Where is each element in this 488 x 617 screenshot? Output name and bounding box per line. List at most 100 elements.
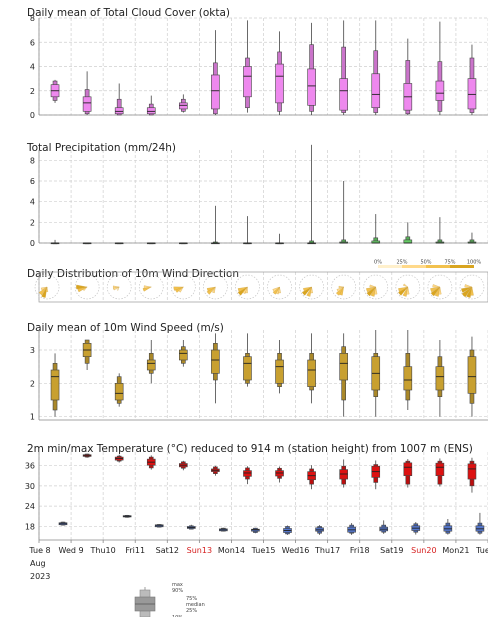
- panel-4: 2m min/max Temperature (°C) reduced to 9…: [25, 443, 488, 541]
- rose-ring: [395, 274, 421, 300]
- wind-rose-day-1: [74, 274, 100, 300]
- min-temp-box-5: [219, 527, 228, 532]
- panel-3-title: Daily mean of 10m Wind Speed (m/s): [27, 322, 224, 334]
- range-25-75: [435, 80, 445, 101]
- max-temp-box-6: [243, 466, 252, 485]
- box-day-8: [307, 333, 316, 404]
- wind-rose-day-10: [363, 274, 389, 300]
- x-tick-label: Wed 9: [59, 546, 84, 555]
- box-legend-label: 25%: [186, 608, 197, 614]
- y-tick-label: 3: [30, 346, 35, 355]
- min-temp-box-13: [475, 512, 485, 535]
- min-temp-box-9: [347, 523, 356, 535]
- range-25-75: [146, 359, 156, 371]
- rose-petal: [245, 286, 248, 294]
- min-temp-box-10: [379, 520, 389, 534]
- min-temp-box-8: [315, 525, 324, 535]
- panel-0-title: Daily mean of Total Cloud Cover (okta): [27, 7, 230, 19]
- box-legend-label: median: [186, 602, 205, 608]
- wind-frequency-legend: 0% 25% 50% 75% 100%: [374, 260, 481, 268]
- x-tick-label: Tue15: [251, 546, 276, 555]
- box-day-8: [307, 144, 316, 245]
- box-day-1: [82, 339, 92, 370]
- legend-label: 75%: [444, 260, 455, 266]
- wind-rose-day-9: [331, 274, 356, 300]
- box-day-5: [211, 333, 220, 404]
- wind-rose-day-11: [395, 274, 421, 300]
- rose-petal: [406, 286, 410, 295]
- range-25-75: [275, 63, 284, 104]
- box-legend-label: 10%: [172, 615, 183, 617]
- x-tick-label: Tue 8: [28, 546, 50, 555]
- wind-rose-day-2: [106, 274, 132, 300]
- rose-petal: [336, 286, 344, 292]
- rose-petal: [272, 286, 280, 292]
- box-day-12: [435, 21, 445, 115]
- box-day-6: [243, 216, 252, 245]
- panel-2: Daily Distribution of 10m Wind Direction…: [27, 260, 488, 303]
- box-day-3: [146, 242, 156, 245]
- range-25-75: [467, 463, 477, 480]
- min-temp-box-2: [122, 514, 132, 518]
- rose-ring: [331, 274, 356, 300]
- wind-rose-day-8: [299, 274, 324, 300]
- box-day-9: [339, 20, 348, 115]
- rose-petal: [278, 286, 281, 294]
- box-day-12: [435, 340, 445, 417]
- min-temp-box-3: [154, 524, 164, 528]
- rose-petal: [366, 286, 376, 297]
- wind-rose-day-6: [235, 274, 260, 300]
- box-day-3: [146, 340, 156, 384]
- rose-petal: [303, 286, 312, 292]
- rose-petal: [464, 284, 473, 288]
- min-temp-box-12: [443, 519, 453, 535]
- rose-petal: [41, 286, 48, 298]
- legend-swatch: [378, 265, 402, 268]
- rose-petal: [430, 286, 441, 297]
- panel-0: Daily mean of Total Cloud Cover (okta) 0 2…: [27, 7, 488, 120]
- rose-petal: [242, 286, 248, 294]
- rose-petal: [374, 286, 378, 295]
- box-day-4: [179, 242, 188, 245]
- y-tick-label: 6: [30, 177, 35, 186]
- box-day-7: [275, 31, 284, 115]
- x-year-label: 2023: [30, 572, 50, 581]
- box-day-2: [114, 242, 124, 245]
- min-temp-box-7: [283, 525, 292, 535]
- rose-petal: [432, 284, 440, 288]
- legend-swatch: [426, 265, 450, 268]
- rose-petal: [398, 286, 408, 293]
- legend-label: 25%: [396, 260, 407, 266]
- panel-1-title: Total Precipitation (mm/24h): [26, 142, 176, 154]
- rose-petal: [40, 286, 48, 291]
- x-tick-label: Mon14: [218, 546, 245, 555]
- panel-2-title: Daily Distribution of 10m Wind Direction: [27, 268, 239, 280]
- rose-petal: [38, 286, 48, 296]
- box-day-10: [371, 330, 381, 417]
- y-tick-label: 2: [30, 218, 35, 227]
- rose-petal: [237, 286, 248, 296]
- box-day-1: [82, 71, 92, 115]
- wind-rose-day-0: [34, 274, 60, 300]
- range-25-75: [211, 349, 220, 374]
- y-tick-label: 8: [30, 156, 35, 165]
- panel-3: Daily mean of 10m Wind Speed (m/s) 1 2 3: [27, 322, 488, 422]
- range-25-75: [403, 366, 413, 391]
- box-day-9: [339, 333, 348, 417]
- rose-petal: [237, 286, 248, 293]
- rose-petal: [461, 286, 473, 298]
- y-tick-label: 2: [30, 379, 35, 388]
- x-tick-label: Thu10: [90, 546, 116, 555]
- max-temp-box-1: [82, 453, 92, 458]
- rose-petal: [306, 286, 312, 297]
- box-legend-label: max: [172, 582, 183, 588]
- wind-rose-day-3: [138, 274, 164, 300]
- x-tick-label: Sat12: [156, 546, 179, 555]
- rose-petal: [310, 286, 313, 294]
- x-tick-label: Fri18: [350, 546, 370, 555]
- x-month-label: Aug: [30, 559, 46, 568]
- box-day-0: [50, 79, 60, 103]
- box-day-5: [211, 30, 220, 115]
- rose-ring: [267, 274, 292, 300]
- y-tick-label: 4: [30, 198, 35, 207]
